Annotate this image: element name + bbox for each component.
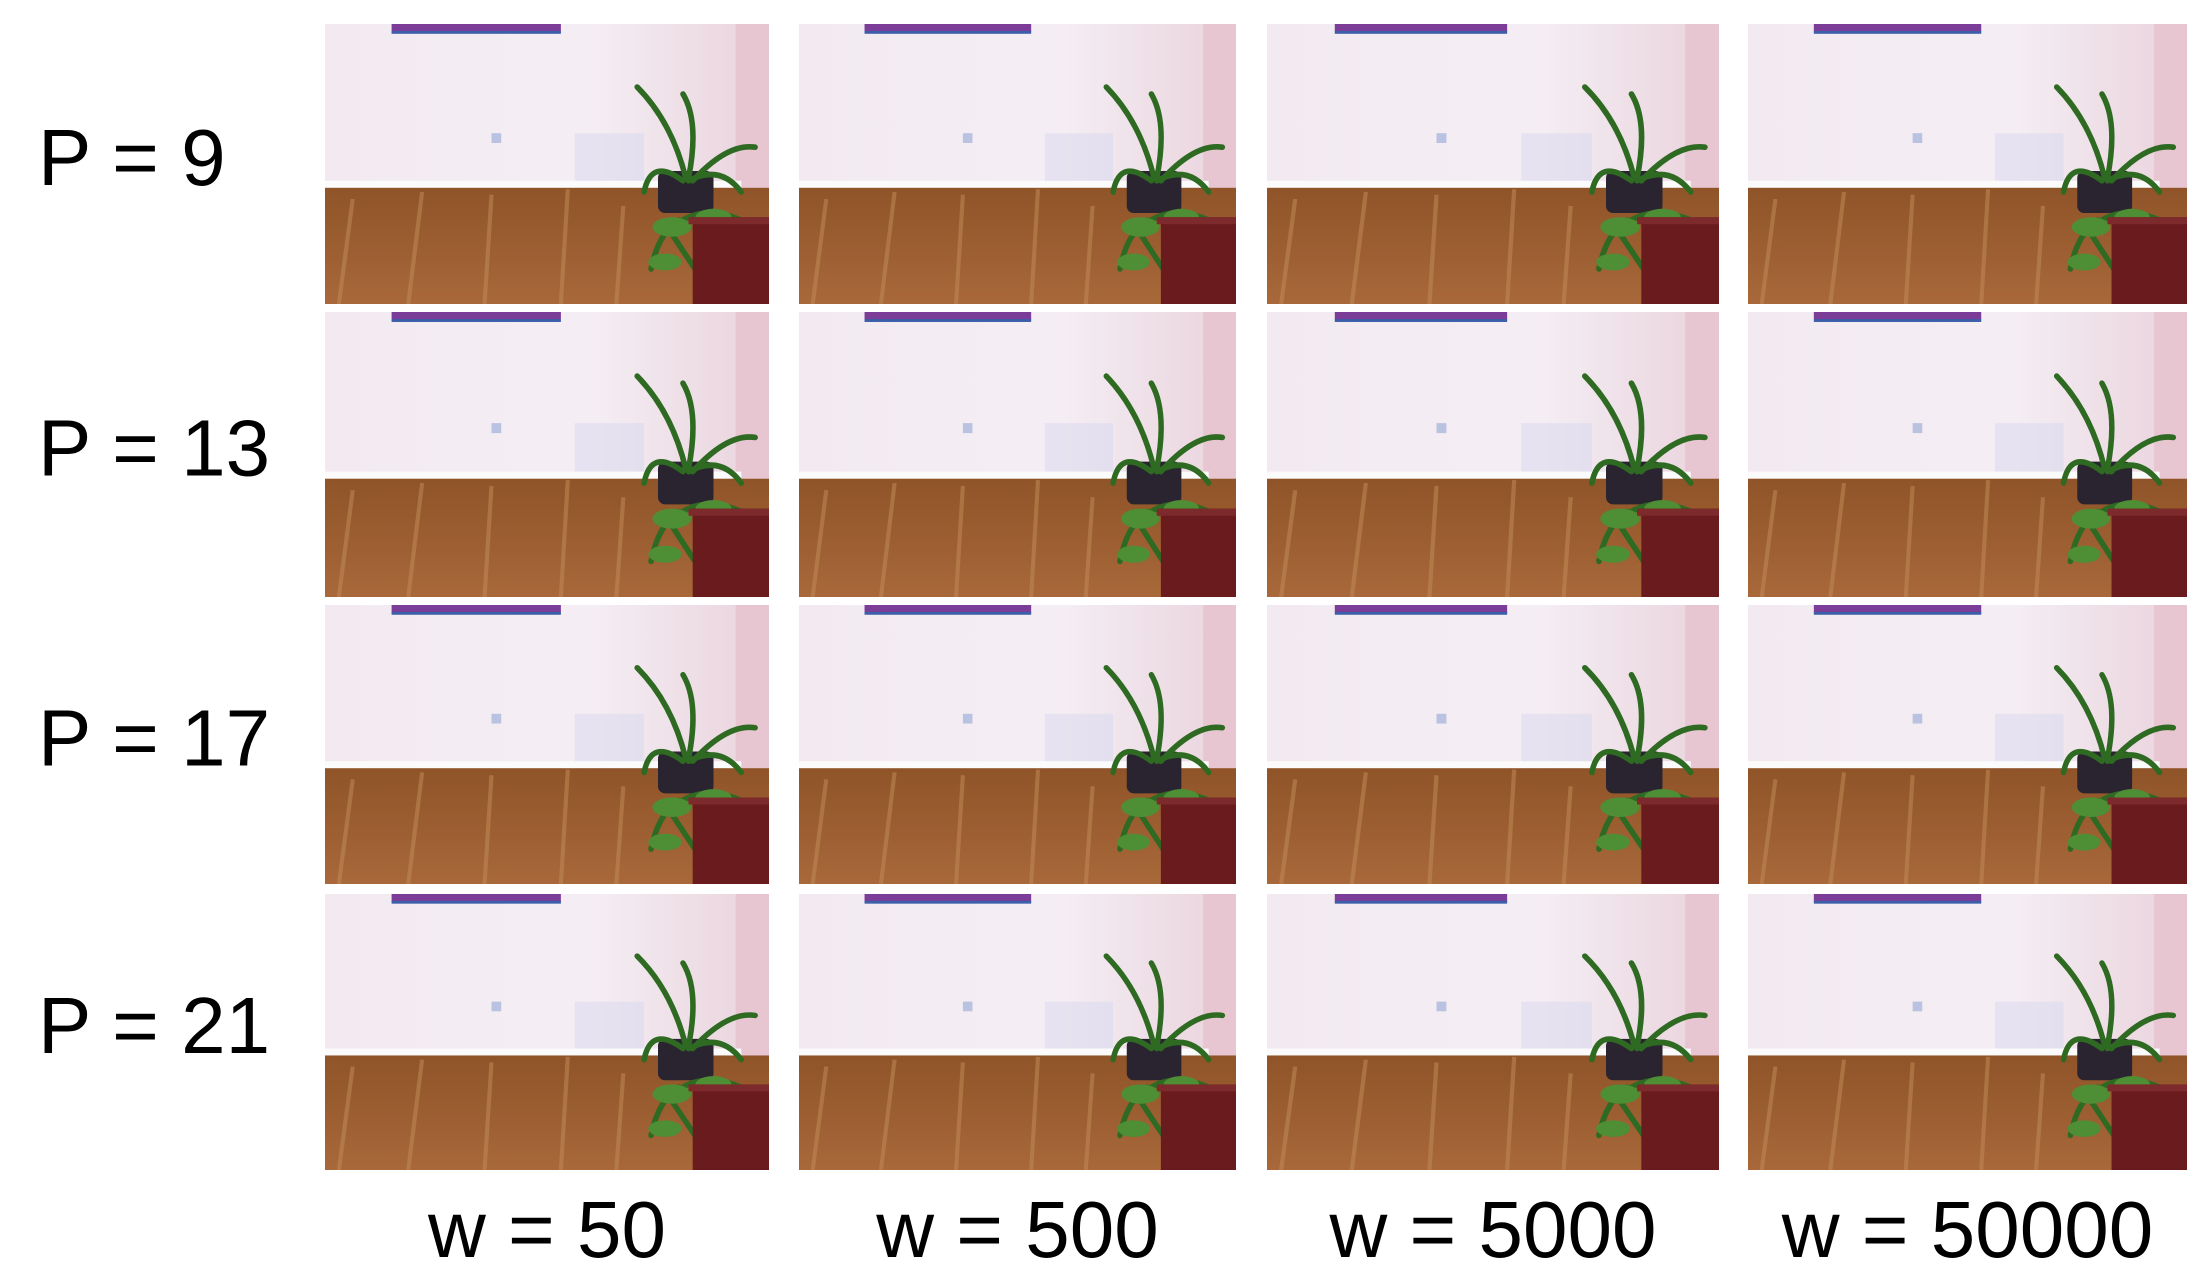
image-cell <box>1748 894 2187 1170</box>
column-label: w = 50 <box>427 1185 666 1274</box>
row-label: P = 13 <box>38 404 270 493</box>
image-cell <box>799 605 1236 884</box>
row-label: P = 17 <box>38 694 270 783</box>
image-cell <box>325 605 769 884</box>
image-cell <box>799 24 1236 304</box>
image-cell <box>799 312 1236 597</box>
image-cell <box>1267 312 1719 597</box>
image-cell <box>799 894 1236 1170</box>
image-cell <box>1748 24 2187 304</box>
image-cell <box>325 312 769 597</box>
column-label: w = 5000 <box>1329 1185 1657 1274</box>
row-label: P = 21 <box>38 981 270 1070</box>
image-cell <box>325 894 769 1170</box>
image-cell <box>1267 24 1719 304</box>
row-label: P = 9 <box>38 113 226 202</box>
image-cell <box>1748 605 2187 884</box>
image-cell <box>1748 312 2187 597</box>
column-label: w = 50000 <box>1781 1185 2153 1274</box>
image-cell <box>1267 605 1719 884</box>
column-label: w = 500 <box>875 1185 1158 1274</box>
image-cell <box>325 24 769 304</box>
image-cell <box>1267 894 1719 1170</box>
figure: P = 9 P = 13 P = 17 P = 21 w = 50 w = 500 w = … <box>0 0 2187 1274</box>
page: P = 9 P = 13 P = 17 P = 21 w = 50 w = 500 w = … <box>0 0 2187 1274</box>
